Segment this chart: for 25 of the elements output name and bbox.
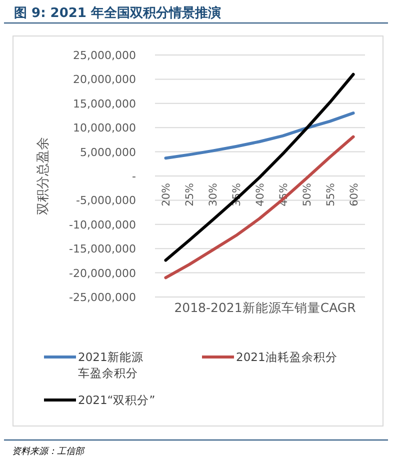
x-tick-label: 40% [254,182,266,206]
legend-label: 2021新能源车盈余积分 [78,350,144,380]
y-tick-label: -25,000,000 [69,291,136,304]
x-axis-title: 2018-2021新能源车销量CAGR [174,300,356,315]
y-tick-label: - [132,170,136,183]
legend-label: 2021油耗盈余积分 [236,350,338,364]
y-axis-title: 双积分总盈余 [36,137,51,215]
y-tick-label: -5,000,000 [76,194,136,208]
x-tick-label: 55% [324,182,337,206]
x-tick-label: 60% [348,182,360,206]
y-tick-label: 25,000,000 [73,49,136,62]
y-tick-label: -20,000,000 [69,266,136,280]
y-tick-label: 20,000,000 [73,73,136,86]
x-tick-label: 20% [160,182,173,206]
title: 图 9: 2021 年全国双积分情景推演 [14,6,222,21]
text: 资料来源：工信部 [12,446,85,457]
x-tick-label: 30% [208,182,220,206]
y-tick-label: -15,000,000 [69,242,136,256]
legend-label: 2021“双积分” [78,393,156,407]
x-tick-label: 25% [184,182,196,206]
x-tick-label: 50% [301,182,314,206]
y-tick-label: 5,000,000 [80,146,136,159]
y-tick-label: 15,000,000 [73,97,136,110]
y-tick-label: 10,000,000 [73,122,136,135]
y-tick-label: -10,000,000 [69,218,136,232]
